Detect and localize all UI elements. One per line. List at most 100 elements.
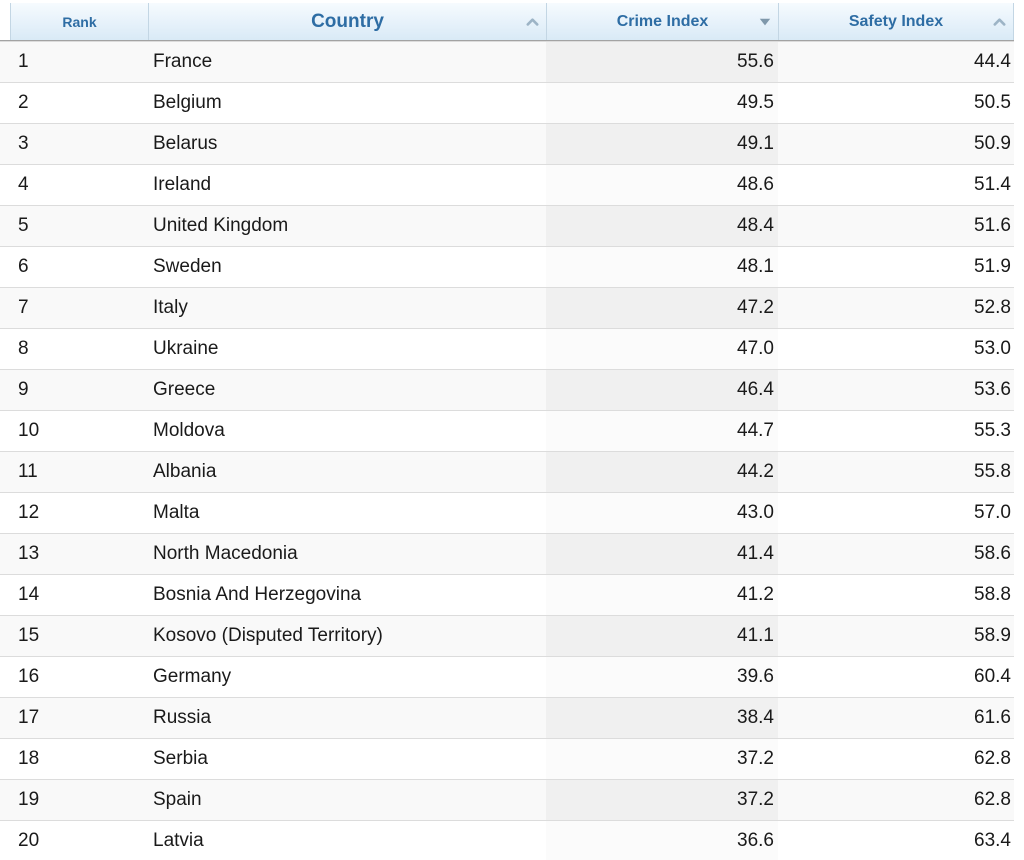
table-header: Rank Country Crime Index Safety Index: [0, 0, 1014, 41]
rank-cell: 1: [18, 51, 29, 72]
table-row: 5 United Kingdom 48.4 51.6: [0, 205, 1014, 246]
rank-cell: 4: [18, 174, 29, 195]
crime-index-cell: 44.7: [546, 411, 778, 451]
rank-cell: 5: [18, 215, 29, 236]
rank-cell: 10: [18, 420, 40, 441]
table-row: 2 Belgium 49.5 50.5: [0, 82, 1014, 123]
country-cell: Moldova: [153, 420, 225, 441]
country-cell: Spain: [153, 789, 202, 810]
crime-index-cell: 37.2: [546, 739, 778, 779]
safety-index-cell: 53.0: [974, 338, 1011, 359]
rank-cell: 19: [18, 789, 40, 810]
crime-index-cell: 38.4: [546, 698, 778, 738]
rank-cell: 3: [18, 133, 29, 154]
table-row: 14 Bosnia And Herzegovina 41.2 58.8: [0, 574, 1014, 615]
safety-index-cell: 55.8: [974, 461, 1011, 482]
safety-index-cell: 50.9: [974, 133, 1011, 154]
rank-cell: 6: [18, 256, 29, 277]
table-row: 13 North Macedonia 41.4 58.6: [0, 533, 1014, 574]
country-cell: Greece: [153, 379, 216, 400]
crime-index-cell: 49.5: [546, 83, 778, 123]
country-cell: North Macedonia: [153, 543, 298, 564]
safety-index-cell: 53.6: [974, 379, 1011, 400]
country-cell: Bosnia And Herzegovina: [153, 584, 362, 605]
table-row: 6 Sweden 48.1 51.9: [0, 246, 1014, 287]
safety-index-cell: 51.4: [974, 174, 1011, 195]
table-row: 3 Belarus 49.1 50.9: [0, 123, 1014, 164]
rank-cell: 13: [18, 543, 40, 564]
safety-index-cell: 58.8: [974, 584, 1011, 605]
table-row: 7 Italy 47.2 52.8: [0, 287, 1014, 328]
safety-index-cell: 57.0: [974, 502, 1011, 523]
rank-cell: 17: [18, 707, 40, 728]
safety-index-cell: 58.6: [974, 543, 1011, 564]
column-header-rank[interactable]: Rank: [10, 3, 148, 40]
chevron-up-icon: [526, 17, 539, 26]
table-row: 19 Spain 37.2 62.8: [0, 779, 1014, 820]
triangle-down-icon: [759, 18, 771, 26]
country-cell: Ireland: [153, 174, 212, 195]
crime-index-cell: 48.6: [546, 165, 778, 205]
table-row: 12 Malta 43.0 57.0: [0, 492, 1014, 533]
crime-index-cell: 46.4: [546, 370, 778, 410]
country-cell: Malta: [153, 502, 200, 523]
country-cell: Russia: [153, 707, 212, 728]
rank-cell: 20: [18, 830, 40, 851]
rank-cell: 14: [18, 584, 40, 605]
column-header-safety-index[interactable]: Safety Index: [778, 3, 1014, 40]
rank-cell: 9: [18, 379, 29, 400]
safety-index-cell: 62.8: [974, 789, 1011, 810]
country-cell: Latvia: [153, 830, 204, 851]
safety-index-cell: 44.4: [974, 51, 1011, 72]
crime-index-cell: 41.2: [546, 575, 778, 615]
country-cell: Sweden: [153, 256, 222, 277]
crime-index-cell: 49.1: [546, 124, 778, 164]
country-cell: Ukraine: [153, 338, 219, 359]
country-cell: France: [153, 51, 213, 72]
crime-index-cell: 48.4: [546, 206, 778, 246]
crime-index-cell: 41.4: [546, 534, 778, 574]
country-cell: Italy: [153, 297, 188, 318]
column-header-country[interactable]: Country: [148, 3, 546, 40]
table-row: 11 Albania 44.2 55.8: [0, 451, 1014, 492]
column-header-crime-index[interactable]: Crime Index: [546, 3, 778, 40]
country-cell: Belgium: [153, 92, 222, 113]
country-cell: United Kingdom: [153, 215, 289, 236]
crime-index-cell: 41.1: [546, 616, 778, 656]
safety-index-header-label: Safety Index: [848, 12, 944, 30]
safety-index-cell: 55.3: [974, 420, 1011, 441]
safety-index-cell: 58.9: [974, 625, 1011, 646]
rank-cell: 12: [18, 502, 40, 523]
safety-index-cell: 51.9: [974, 256, 1011, 277]
rank-cell: 15: [18, 625, 40, 646]
country-header-label: Country: [311, 10, 384, 32]
safety-index-cell: 63.4: [974, 830, 1011, 851]
safety-index-cell: 60.4: [974, 666, 1011, 687]
rank-cell: 11: [18, 461, 38, 482]
header-left-spacer: [0, 0, 10, 40]
safety-index-cell: 52.8: [974, 297, 1011, 318]
crime-index-header-label: Crime Index: [616, 12, 709, 30]
crime-index-cell: 47.0: [546, 329, 778, 369]
safety-index-cell: 50.5: [974, 92, 1011, 113]
rank-header-label: Rank: [62, 13, 97, 30]
table-body: 1 France 55.6 44.4 2 Belgium 49.5 50.5 3…: [0, 41, 1024, 860]
safety-index-cell: 61.6: [974, 707, 1011, 728]
crime-index-cell: 47.2: [546, 288, 778, 328]
table-row: 15 Kosovo (Disputed Territory) 41.1 58.9: [0, 615, 1014, 656]
table-row: 18 Serbia 37.2 62.8: [0, 738, 1014, 779]
country-cell: Albania: [153, 461, 217, 482]
country-cell: Belarus: [153, 133, 218, 154]
rank-cell: 16: [18, 666, 40, 687]
crime-index-cell: 48.1: [546, 247, 778, 287]
rank-cell: 18: [18, 748, 40, 769]
table-row: 8 Ukraine 47.0 53.0: [0, 328, 1014, 369]
crime-index-cell: 44.2: [546, 452, 778, 492]
crime-index-cell: 39.6: [546, 657, 778, 697]
table-row: 4 Ireland 48.6 51.4: [0, 164, 1014, 205]
chevron-up-icon: [993, 17, 1006, 26]
table-row: 1 France 55.6 44.4: [0, 41, 1014, 82]
rank-cell: 7: [18, 297, 29, 318]
table-row: 16 Germany 39.6 60.4: [0, 656, 1014, 697]
